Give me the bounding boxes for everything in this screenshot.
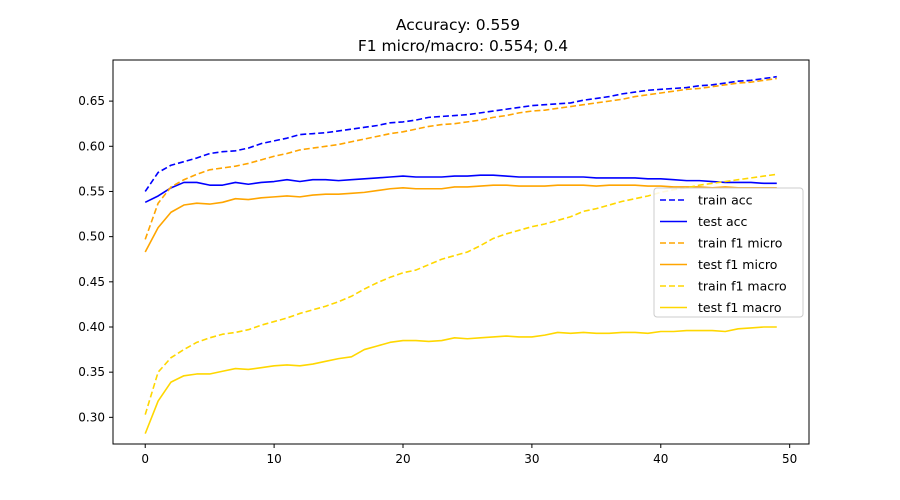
y-axis: 0.30 0.35 0.40 0.45 0.50 0.55 0.60 0.65 xyxy=(78,94,113,424)
series-line-test-f1-macro xyxy=(144,326,777,434)
y-tick-label: 0.60 xyxy=(78,139,105,153)
y-tick-label: 0.65 xyxy=(78,94,105,108)
chart-title: Accuracy: 0.559 xyxy=(396,16,520,34)
x-axis: 0 10 20 30 40 50 xyxy=(141,444,797,466)
y-tick-label: 0.40 xyxy=(78,320,105,334)
x-tick-label: 0 xyxy=(141,452,149,466)
series-line-train-f1-micro xyxy=(144,77,777,240)
series-line-test-acc xyxy=(144,174,777,204)
series-line-test-f1-micro xyxy=(144,184,777,253)
legend-label-test-f1-micro: test f1 micro xyxy=(698,257,777,272)
chart-subtitle: F1 micro/macro: 0.554; 0.4 xyxy=(358,37,568,55)
x-tick-label: 30 xyxy=(524,452,539,466)
y-tick-label: 0.50 xyxy=(78,230,105,244)
x-tick-label: 20 xyxy=(395,452,410,466)
legend-label-test-f1-macro: test f1 macro xyxy=(698,300,782,315)
legend-label-train-f1-micro: train f1 micro xyxy=(698,236,782,251)
legend-items: train acc test acc train f1 micro test f1 m… xyxy=(660,193,787,315)
plot-frame xyxy=(112,59,810,445)
x-tick-label: 50 xyxy=(782,452,797,466)
y-tick-label: 0.35 xyxy=(78,365,105,379)
series-layer xyxy=(144,75,777,434)
x-tick-label: 40 xyxy=(653,452,668,466)
y-tick-label: 0.45 xyxy=(78,275,105,289)
legend-label-train-f1-macro: train f1 macro xyxy=(698,279,787,294)
y-tick-label: 0.30 xyxy=(78,410,105,424)
legend-label-train-acc: train acc xyxy=(698,193,753,208)
legend-frame xyxy=(653,187,804,318)
legend: train acc test acc train f1 micro test f1 m… xyxy=(653,187,804,318)
legend-label-test-acc: test acc xyxy=(698,214,748,229)
series-line-train-acc xyxy=(144,75,777,192)
y-tick-label: 0.55 xyxy=(78,184,105,198)
x-tick-label: 10 xyxy=(266,452,281,466)
